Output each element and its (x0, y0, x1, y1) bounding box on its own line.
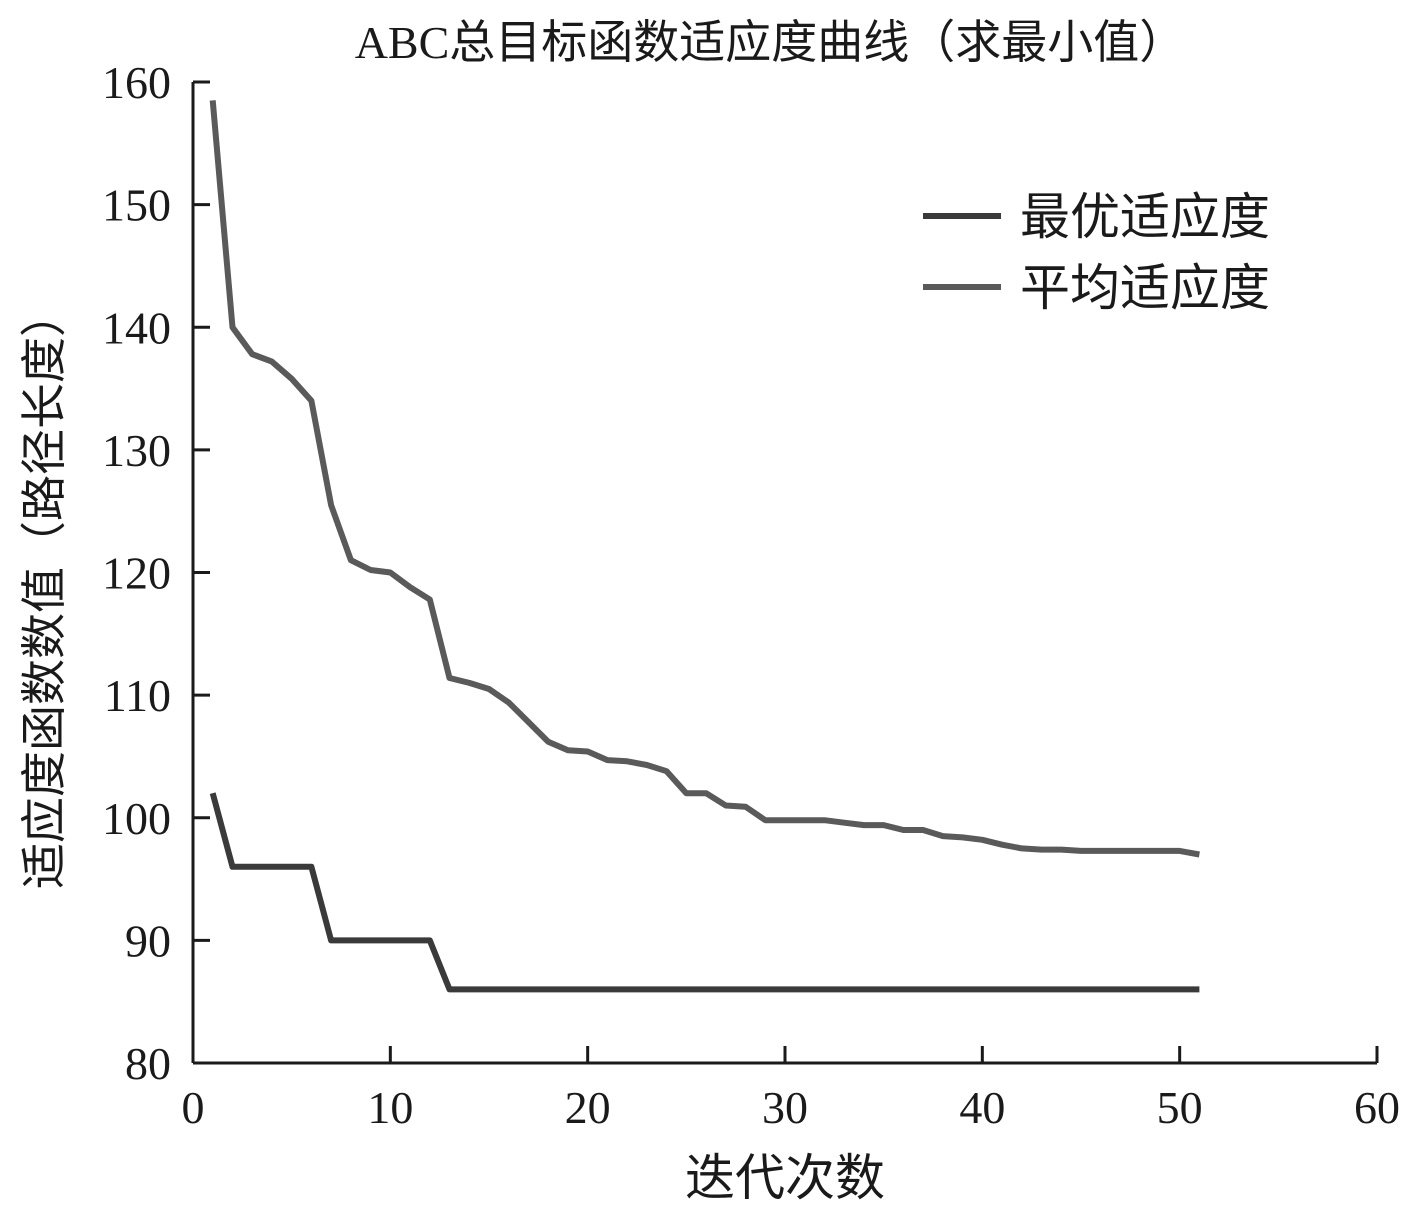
y-tick-label: 80 (125, 1038, 171, 1089)
x-tick-label: 20 (565, 1082, 611, 1133)
legend-label-best: 最优适应度 (1020, 189, 1270, 245)
y-ticks: 80 90 100 110 120 130 140 150 160 (102, 57, 210, 1089)
plot-area: 80 90 100 110 120 130 140 150 160 0 10 20 30 40 50 60 (102, 57, 1400, 1133)
x-tick-label: 60 (1354, 1082, 1400, 1133)
y-tick-label: 140 (102, 302, 171, 353)
x-tick-label: 40 (959, 1082, 1005, 1133)
y-tick-label: 120 (102, 548, 171, 599)
x-tick-label: 30 (762, 1082, 808, 1133)
series-lines (209, 100, 1200, 993)
x-tick-label: 0 (182, 1082, 205, 1133)
y-tick-label: 110 (104, 670, 171, 721)
x-ticks: 0 10 20 30 40 50 60 (182, 1046, 1400, 1133)
y-tick-label: 160 (102, 57, 171, 108)
y-tick-label: 150 (102, 180, 171, 231)
legend-label-average: 平均适应度 (1020, 260, 1270, 316)
x-tick-label: 10 (367, 1082, 413, 1133)
series-line-average (209, 100, 1200, 858)
y-tick-label: 130 (102, 425, 171, 476)
x-tick-label: 50 (1157, 1082, 1203, 1133)
y-tick-label: 90 (125, 915, 171, 966)
legend: 最优适应度 平均适应度 (923, 189, 1270, 316)
y-tick-label: 100 (102, 793, 171, 844)
y-axis-label: 适应度函数数值（路径长度） (19, 291, 70, 889)
chart-title: ABC总目标函数适应度曲线（求最小值） (355, 17, 1186, 68)
x-axis-label: 迭代次数 (685, 1150, 885, 1206)
series-line-best (209, 792, 1200, 993)
